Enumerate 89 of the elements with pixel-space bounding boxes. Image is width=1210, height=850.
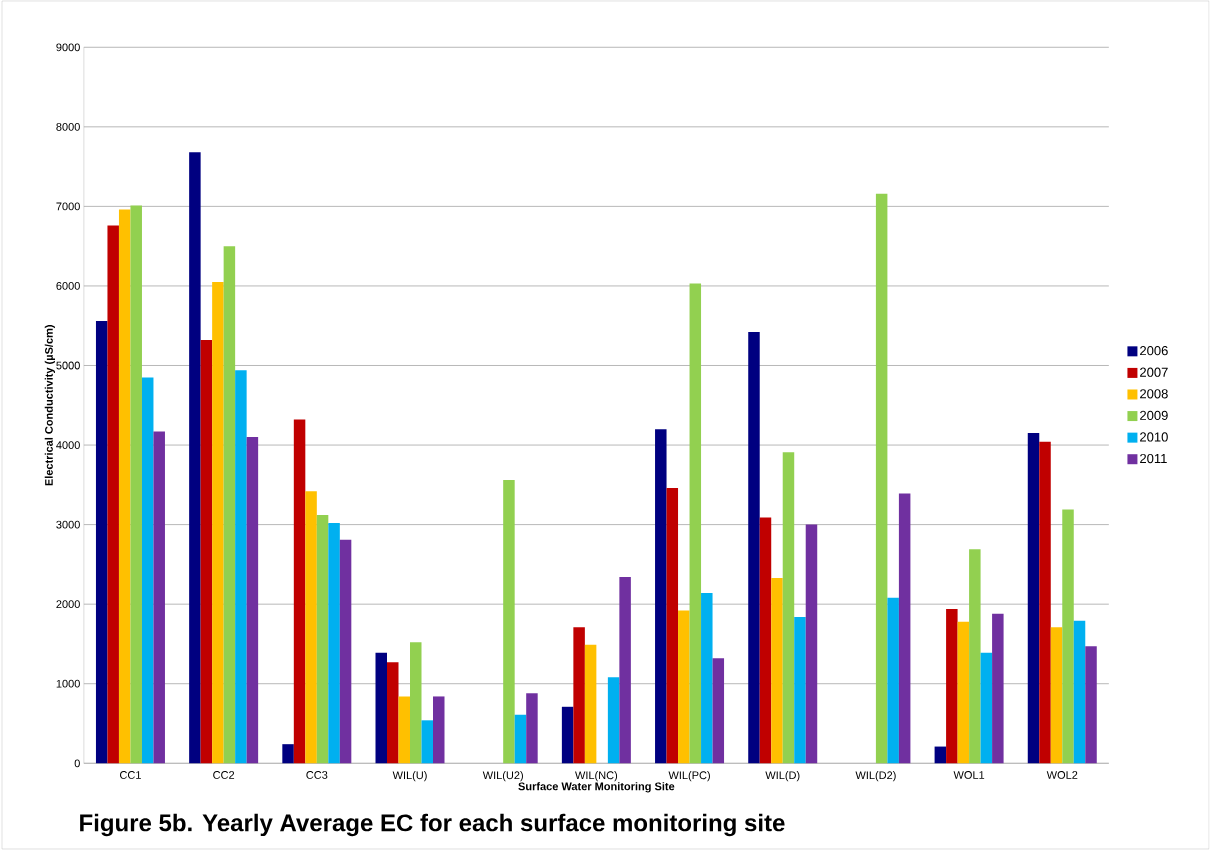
y-tick-label: 3000 bbox=[56, 520, 80, 529]
legend-label: 2006 bbox=[1140, 346, 1168, 356]
bar bbox=[118, 209, 131, 764]
bar bbox=[200, 340, 213, 764]
bar bbox=[1050, 627, 1063, 764]
bar bbox=[398, 696, 410, 764]
bar bbox=[887, 597, 899, 764]
x-tick-label: WIL(PC) bbox=[668, 771, 710, 782]
bar bbox=[898, 493, 911, 764]
bar bbox=[293, 419, 306, 764]
bar bbox=[526, 693, 538, 764]
bar bbox=[305, 491, 317, 764]
legend-label: 2009 bbox=[1140, 410, 1168, 420]
y-tick-label: 5000 bbox=[56, 361, 80, 370]
x-tick-label: CC2 bbox=[213, 771, 235, 779]
bar bbox=[223, 246, 236, 764]
bar bbox=[1073, 620, 1086, 764]
x-tick-label: WOL1 bbox=[953, 771, 985, 779]
y-tick-label: 8000 bbox=[56, 122, 80, 131]
bar bbox=[189, 152, 201, 764]
bar bbox=[339, 539, 352, 764]
bar bbox=[689, 283, 702, 764]
y-tick-label: 2000 bbox=[56, 600, 80, 609]
bar bbox=[328, 523, 340, 764]
y-axis-title: Electrical Conductivity (µS/cm) bbox=[44, 325, 55, 486]
x-tick-label: CC3 bbox=[306, 771, 328, 779]
legend-label: 2007 bbox=[1140, 367, 1168, 377]
x-tick-label: WIL(NC) bbox=[575, 771, 618, 782]
x-tick-label: WOL2 bbox=[1046, 771, 1078, 779]
bar bbox=[421, 720, 433, 764]
bar bbox=[805, 524, 818, 764]
bar bbox=[875, 193, 888, 764]
y-tick-label: 6000 bbox=[56, 282, 80, 290]
bar bbox=[246, 437, 259, 764]
bar bbox=[655, 429, 667, 764]
x-tick-label: CC1 bbox=[120, 771, 141, 779]
y-tick-label: 0 bbox=[74, 759, 80, 768]
bar bbox=[992, 613, 1004, 764]
y-tick-label: 1000 bbox=[56, 679, 80, 688]
bar bbox=[1085, 646, 1097, 764]
bar bbox=[619, 577, 631, 764]
bar bbox=[701, 593, 713, 764]
bar bbox=[282, 744, 294, 764]
bar bbox=[934, 746, 947, 764]
bar bbox=[957, 621, 970, 764]
bar bbox=[212, 281, 224, 764]
bar bbox=[678, 610, 690, 764]
bar bbox=[316, 515, 329, 764]
bar bbox=[503, 480, 515, 764]
bar bbox=[782, 452, 795, 764]
x-tick-label: WIL(U) bbox=[392, 771, 427, 782]
legend-label: 2011 bbox=[1140, 453, 1167, 464]
bar bbox=[1039, 441, 1051, 764]
x-tick-label: WIL(U2) bbox=[482, 771, 523, 782]
bar bbox=[433, 696, 445, 764]
y-tick-label: 7000 bbox=[56, 202, 80, 211]
legend-label: 2010 bbox=[1140, 432, 1168, 442]
bar bbox=[584, 644, 597, 764]
bar bbox=[759, 517, 772, 764]
bar bbox=[1027, 433, 1040, 764]
bar bbox=[375, 652, 387, 764]
bar bbox=[771, 577, 783, 764]
x-tick-label: WIL(D) bbox=[765, 771, 800, 782]
bar bbox=[607, 677, 620, 764]
bar bbox=[141, 377, 154, 764]
bar bbox=[235, 370, 247, 764]
bar bbox=[153, 431, 165, 764]
bar bbox=[573, 627, 585, 764]
bar bbox=[748, 332, 760, 764]
bar bbox=[514, 714, 527, 764]
x-axis-title: Surface Water Monitoring Site bbox=[518, 782, 675, 793]
y-tick-label: 4000 bbox=[56, 441, 80, 449]
legend-label: 2008 bbox=[1140, 389, 1168, 399]
bar bbox=[969, 549, 981, 764]
bar bbox=[980, 652, 993, 764]
bar bbox=[1062, 509, 1074, 764]
bar bbox=[107, 225, 119, 764]
bar bbox=[95, 320, 108, 764]
bar bbox=[130, 205, 142, 764]
text: Figure 5b. Yearly Average EC for each surface monitoring site bbox=[80, 813, 785, 837]
bar bbox=[387, 662, 399, 764]
bar bbox=[410, 642, 422, 764]
y-tick-label: 9000 bbox=[56, 43, 80, 52]
bar bbox=[946, 608, 958, 764]
bar bbox=[712, 658, 725, 764]
bar bbox=[666, 488, 679, 764]
x-tick-label: WIL(D2) bbox=[855, 771, 896, 782]
bar bbox=[561, 706, 574, 764]
bar bbox=[794, 616, 806, 764]
